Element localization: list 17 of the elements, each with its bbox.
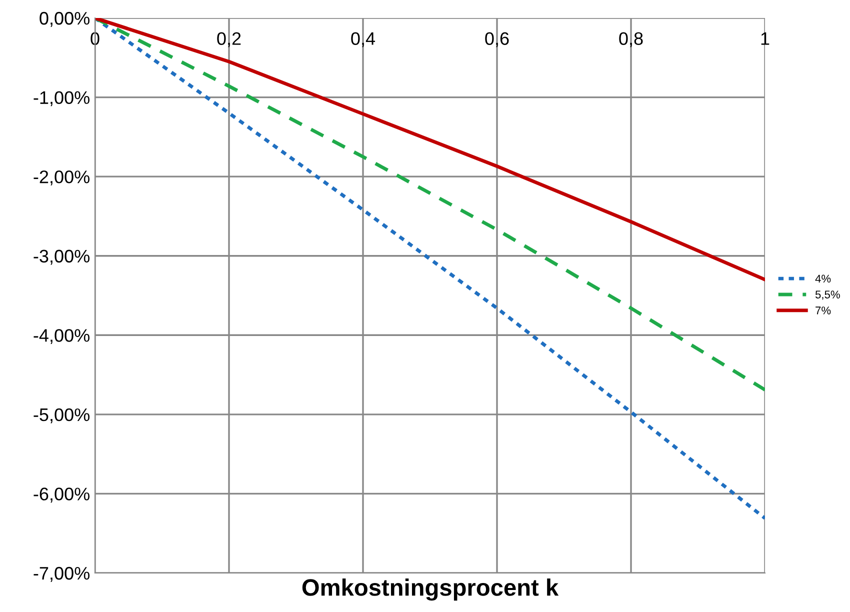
- legend-label: 4%: [815, 274, 831, 283]
- y-tick-label: -3,00%: [34, 250, 90, 265]
- x-tick-label: 0,8: [619, 32, 643, 48]
- y-tick-label: -6,00%: [34, 488, 90, 503]
- legend-label: 7%: [816, 306, 831, 314]
- y-tick-label: -2,00%: [34, 170, 90, 186]
- x-tick-label: 1: [761, 32, 770, 45]
- x-tick-label: 0,6: [485, 32, 509, 48]
- y-tick-label: -1,00%: [34, 91, 90, 106]
- x-axis-title: Omkostningsprocent k: [302, 578, 559, 601]
- legend-label: 5,5%: [815, 290, 840, 300]
- y-tick-label: 0,00%: [40, 12, 90, 27]
- x-tick-label: 0,2: [217, 32, 241, 48]
- x-tick-label: 0,4: [351, 32, 376, 48]
- y-tick-label: -7,00%: [34, 566, 90, 582]
- y-tick-label: -4,00%: [34, 329, 90, 344]
- y-tick-label: -5,00%: [34, 408, 90, 424]
